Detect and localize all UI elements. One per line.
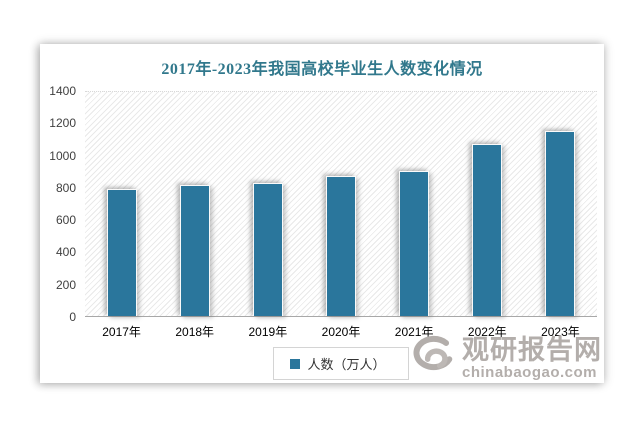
bar-2020年 [325,176,356,316]
bar-slot [524,92,597,316]
legend-label: 人数（万人） [307,357,386,372]
bar-slot [231,92,304,316]
bar-2021年 [399,170,430,316]
x-axis-labels: 2017年 2018年 2019年 2020年 2021年 2022年 2023年 [85,323,597,340]
y-axis-tick-label: 1000 [49,148,76,163]
y-axis-tick-label: 1400 [49,84,76,98]
bar-slot [85,92,158,316]
y-axis-tick-label: 200 [55,277,76,292]
chart-card: 2017年-2023年我国高校毕业生人数变化情况 0 200 400 600 800 10… [40,44,604,383]
x-axis-label: 2017年 [102,325,141,339]
x-axis-label: 2022年 [467,325,507,339]
y-axis-tick-label: 800 [55,180,76,195]
x-axis-label: 2023年 [541,325,580,339]
legend-box: 人数（万人） [273,347,409,380]
bar-slot [304,92,377,316]
bar-slot [158,92,231,316]
bar-slot [378,92,451,316]
bar-2023年 [545,130,576,316]
bar-2018年 [179,184,210,316]
x-axis-label: 2019年 [248,325,288,339]
bar-2019年 [252,182,283,316]
bar-slot [451,92,524,316]
x-axis-label: 2020年 [321,325,361,339]
y-axis-tick-label: 1200 [49,116,76,131]
y-axis-tick-label: 400 [55,245,76,260]
y-axis-tick-label: 600 [55,213,76,228]
legend-swatch-icon [290,358,301,369]
chart-title: 2017年-2023年我国高校毕业生人数变化情况 [161,61,483,78]
bar-2022年 [472,143,503,316]
bar-2017年 [106,188,137,316]
plot-area [85,91,597,317]
x-axis-label: 2018年 [175,325,215,339]
y-axis: 0 200 400 600 800 1000 1200 1400 [40,85,76,323]
y-axis-tick-label: 0 [69,310,76,324]
legend: 人数（万人） [85,347,597,380]
bars [85,92,597,316]
x-axis-label: 2021年 [394,325,434,339]
